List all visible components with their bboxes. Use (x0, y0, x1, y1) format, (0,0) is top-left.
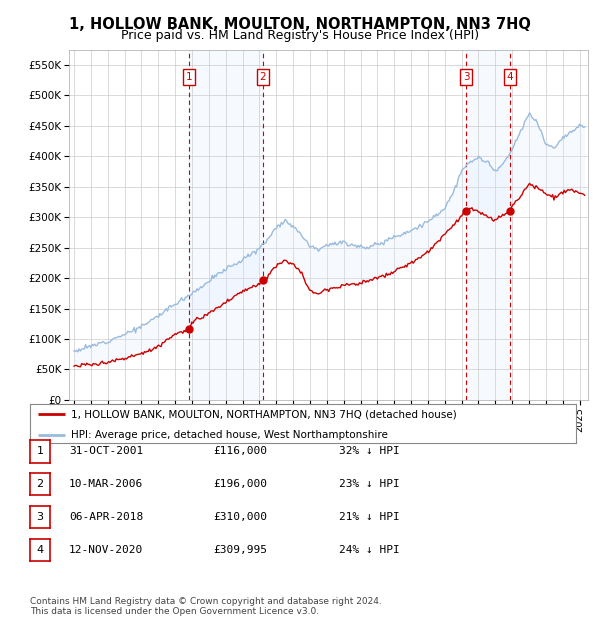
Text: 4: 4 (37, 545, 43, 555)
Text: 4: 4 (506, 72, 513, 82)
Bar (466, 50, 510, 400)
Text: Contains HM Land Registry data © Crown copyright and database right 2024.: Contains HM Land Registry data © Crown c… (30, 597, 382, 606)
Text: £309,995: £309,995 (213, 545, 267, 555)
Text: £116,000: £116,000 (213, 446, 267, 456)
Text: 1: 1 (186, 72, 193, 82)
Text: 21% ↓ HPI: 21% ↓ HPI (339, 512, 400, 522)
Text: 32% ↓ HPI: 32% ↓ HPI (339, 446, 400, 456)
Text: 1, HOLLOW BANK, MOULTON, NORTHAMPTON, NN3 7HQ: 1, HOLLOW BANK, MOULTON, NORTHAMPTON, NN… (69, 17, 531, 32)
Text: This data is licensed under the Open Government Licence v3.0.: This data is licensed under the Open Gov… (30, 606, 319, 616)
Text: 1: 1 (37, 446, 43, 456)
Text: 12-NOV-2020: 12-NOV-2020 (69, 545, 143, 555)
Text: £196,000: £196,000 (213, 479, 267, 489)
Text: 3: 3 (37, 512, 43, 522)
Text: 2: 2 (259, 72, 266, 82)
Text: Price paid vs. HM Land Registry's House Price Index (HPI): Price paid vs. HM Land Registry's House … (121, 29, 479, 42)
Text: £310,000: £310,000 (213, 512, 267, 522)
Text: 1, HOLLOW BANK, MOULTON, NORTHAMPTON, NN3 7HQ (detached house): 1, HOLLOW BANK, MOULTON, NORTHAMPTON, NN… (71, 409, 457, 419)
Text: 06-APR-2018: 06-APR-2018 (69, 512, 143, 522)
Text: 10-MAR-2006: 10-MAR-2006 (69, 479, 143, 489)
Bar (189, 50, 263, 400)
Text: 2: 2 (37, 479, 43, 489)
Text: 24% ↓ HPI: 24% ↓ HPI (339, 545, 400, 555)
Text: HPI: Average price, detached house, West Northamptonshire: HPI: Average price, detached house, West… (71, 430, 388, 440)
Text: 31-OCT-2001: 31-OCT-2001 (69, 446, 143, 456)
Text: 23% ↓ HPI: 23% ↓ HPI (339, 479, 400, 489)
Text: 3: 3 (463, 72, 469, 82)
